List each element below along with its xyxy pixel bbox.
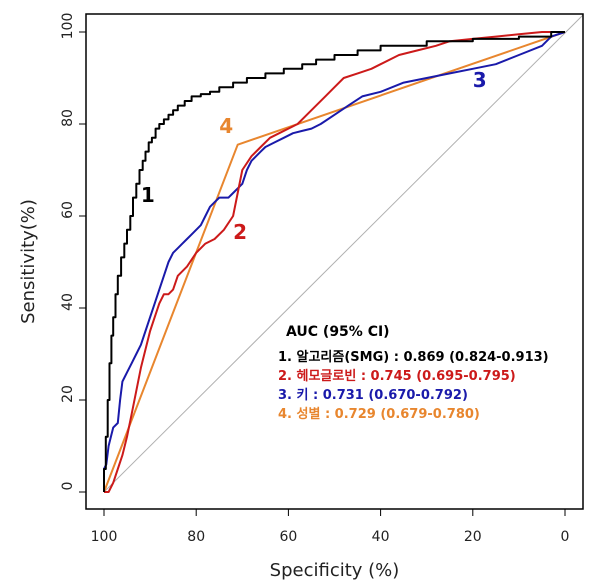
y-tick-label: 60 xyxy=(60,201,76,219)
curve-label-2: 2 xyxy=(233,220,247,244)
y-tick-label: 100 xyxy=(60,13,76,40)
curve-label-3: 3 xyxy=(473,68,487,92)
y-axis: 0 20 40 60 80 100 xyxy=(60,13,86,493)
x-tick-label: 0 xyxy=(561,529,570,545)
x-tick-label: 80 xyxy=(187,529,205,545)
y-tick-label: 40 xyxy=(60,293,76,311)
x-tick-label: 100 xyxy=(91,529,118,545)
y-tick-label: 0 xyxy=(60,482,76,491)
x-tick-label: 20 xyxy=(464,529,482,545)
x-axis: 100 80 60 40 20 0 xyxy=(91,509,570,545)
series-2-line xyxy=(104,31,565,493)
legend-entry-4: 4. 성별 : 0.729 (0.679-0.780) xyxy=(278,406,480,422)
curve-label-1: 1 xyxy=(141,183,155,207)
x-tick-label: 60 xyxy=(279,529,297,545)
plot-frame xyxy=(85,13,584,510)
y-axis-label: Sensitivity(%) xyxy=(18,199,39,324)
legend-entry-3: 3. 키 : 0.731 (0.670-0.792) xyxy=(278,388,468,403)
y-tick-label: 80 xyxy=(60,109,76,127)
curve-label-4: 4 xyxy=(219,114,233,138)
reference-diagonal-line xyxy=(103,14,584,493)
legend: AUC (95% CI) 1. 알고리즘(SMG) : 0.869 (0.824… xyxy=(278,324,549,422)
series-1-line xyxy=(103,31,565,492)
x-axis-label: Specificity (%) xyxy=(270,560,400,581)
legend-entry-1: 1. 알고리즘(SMG) : 0.869 (0.824-0.913) xyxy=(278,349,549,365)
y-tick-label: 20 xyxy=(60,385,76,403)
legend-title: AUC (95% CI) xyxy=(286,324,390,340)
legend-entry-2: 2. 헤모글로빈 : 0.745 (0.695-0.795) xyxy=(278,368,516,384)
series-3-line xyxy=(103,31,566,492)
x-tick-label: 40 xyxy=(372,529,390,545)
series-layer xyxy=(103,31,566,493)
series-4-line xyxy=(103,31,566,493)
